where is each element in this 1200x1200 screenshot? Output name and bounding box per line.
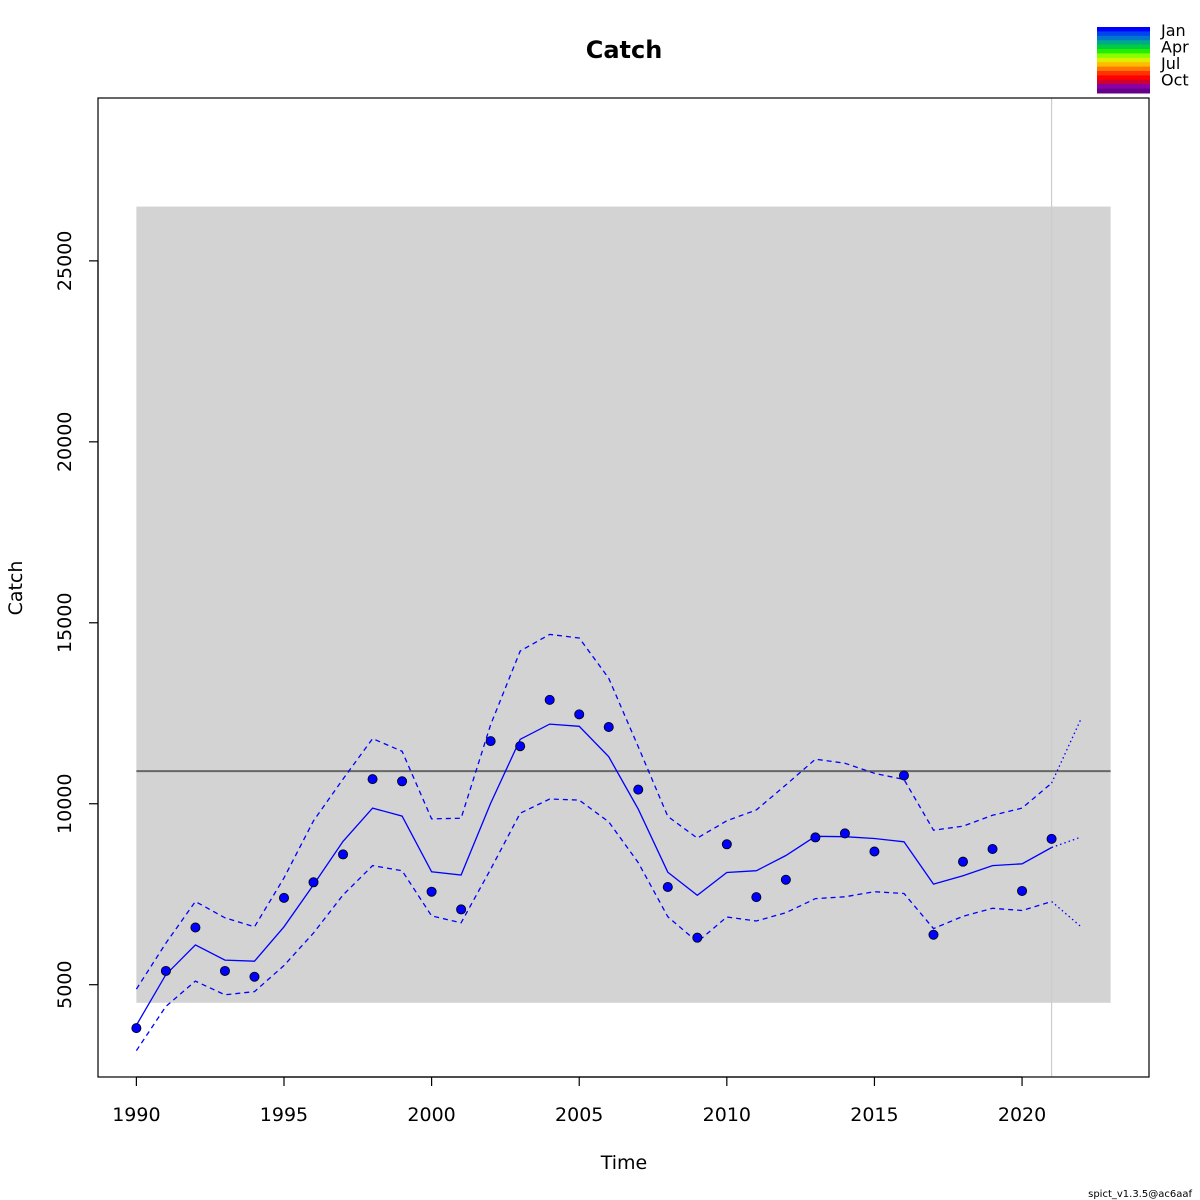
x-tick-label: 2020 [998,1104,1046,1126]
data-point [219,965,230,976]
data-point [1017,885,1028,896]
data-point [751,892,762,903]
data-point [810,832,821,843]
data-point [662,881,673,892]
data-point [515,741,526,752]
chart-title: Catch [586,36,663,64]
series-forecast-estimate [1051,836,1082,849]
data-point [928,929,939,940]
legend-label: Jul [1160,54,1180,73]
x-tick-label: 1990 [112,1104,160,1126]
data-point [898,770,909,781]
legend-label: Apr [1161,38,1189,57]
legend-swatch [1097,62,1150,68]
data-point [721,839,732,850]
legend-swatch [1097,57,1150,63]
data-point [544,694,555,705]
data-point [839,828,850,839]
data-point [367,774,378,785]
legend-swatch [1097,75,1150,81]
data-point [397,776,408,787]
version-footer: spict_v1.3.5@ac6aaf [1088,1189,1192,1200]
x-tick-label: 1995 [260,1104,308,1126]
axes: 1990 1995 2000 2005 2010 2015 2020 5000 10000 150… [54,97,1150,1126]
data-point [958,856,969,867]
x-tick-label: 2005 [555,1104,603,1126]
legend-label: Oct [1161,71,1189,90]
x-tick-label: 2000 [407,1104,455,1126]
legend-swatch [1097,71,1150,76]
data-point [190,922,201,933]
x-axis-label: Time [600,1152,648,1174]
legend-swatch [1097,40,1150,46]
data-point [249,971,260,982]
data-point [160,965,171,976]
legend-swatch [1097,79,1150,85]
legend-swatch [1097,84,1150,90]
y-tick-label: 10000 [54,774,76,834]
shaded-region [136,206,1111,1003]
legend-swatch [1097,27,1150,32]
legend-swatch [1097,31,1150,37]
y-tick-label: 25000 [54,231,76,291]
x-tick-label: 2015 [850,1104,898,1126]
series-lower-ci [135,798,1052,1051]
data-point [131,1023,142,1034]
series-forecast-lower [1051,901,1082,928]
series-upper-ci [135,633,1053,990]
data-point [633,784,644,795]
data-point [869,846,880,857]
data-point [426,886,437,897]
data-point [338,849,349,860]
data-point [692,932,703,943]
plot-area [131,98,1111,1077]
y-tick-label: 5000 [54,961,76,1009]
series-estimate [135,723,1052,1026]
data-point [1046,833,1057,844]
y-tick-label: 20000 [54,412,76,472]
data-point [574,709,585,720]
data-point [780,874,791,885]
series-forecast-upper [1051,718,1082,784]
data-point [603,722,614,733]
y-tick-label: 15000 [54,593,76,653]
data-point [987,843,998,854]
y-axis-label: Catch [5,561,27,616]
data-point [308,877,319,888]
legend-label: Jan [1160,21,1186,40]
legend-swatch [1097,53,1150,59]
legend-swatch [1097,88,1150,94]
data-point [278,892,289,903]
legend-swatch [1097,66,1150,72]
data-point [456,904,467,915]
legend-swatch [1097,44,1150,50]
legend-swatch [1097,35,1150,41]
data-point [485,736,496,747]
legend-swatch [1097,49,1150,54]
x-tick-label: 2010 [703,1104,751,1126]
